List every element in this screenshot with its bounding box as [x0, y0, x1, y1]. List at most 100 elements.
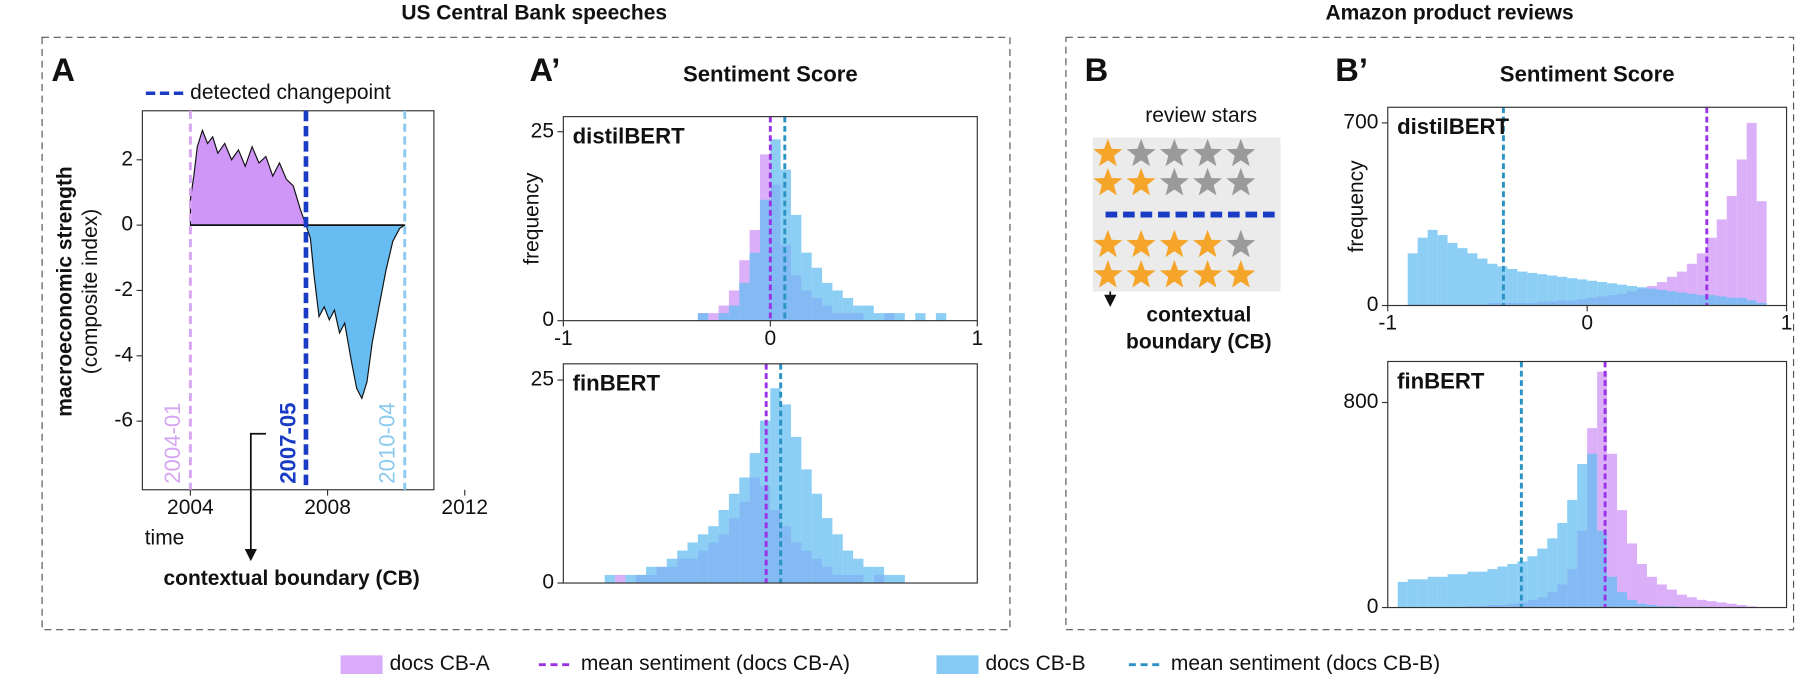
histogram-bar	[1726, 603, 1737, 608]
histogram-bar	[832, 290, 843, 321]
star-empty	[1193, 138, 1223, 167]
histogram-bar	[1646, 288, 1657, 306]
panel-label: B’	[1335, 51, 1368, 88]
histogram-bar	[1756, 201, 1767, 306]
histogram-bar	[1507, 563, 1518, 608]
star-empty	[1159, 167, 1189, 196]
histogram-bar	[1547, 275, 1558, 306]
histogram-bar	[822, 282, 833, 321]
histogram-bar	[1696, 253, 1707, 306]
star-filled	[1159, 260, 1189, 288]
histogram-bar	[1587, 280, 1598, 306]
histogram-bar	[666, 558, 678, 584]
histogram-bar	[1726, 195, 1737, 306]
histogram-bar	[677, 550, 688, 584]
y-tick-label: 25	[531, 119, 554, 142]
histogram-bar	[1706, 237, 1717, 306]
histogram-bar	[1547, 538, 1558, 608]
histogram-bar	[759, 199, 771, 321]
star-filled	[1193, 229, 1223, 258]
histogram-bar	[884, 574, 895, 584]
histogram-bar	[853, 305, 864, 321]
star-filled	[1093, 167, 1123, 196]
star-empty	[1193, 167, 1223, 196]
histogram-bar	[811, 493, 823, 584]
histogram-bar	[801, 469, 812, 584]
y-axis-label-line: macroeconomic strength	[53, 166, 76, 417]
histogram-bar	[1427, 229, 1438, 306]
histogram-bar	[1646, 604, 1657, 608]
histogram-bar	[708, 313, 719, 321]
histogram-bar	[1417, 579, 1428, 608]
histogram-bar	[1627, 543, 1638, 608]
histogram-bar	[915, 313, 926, 321]
histogram-bar	[1567, 278, 1578, 306]
histogram-bar	[1617, 510, 1628, 608]
histogram-bar	[697, 313, 709, 321]
x-tick-label: 1	[971, 327, 983, 350]
histogram-bar	[1696, 599, 1707, 608]
histogram-bar	[1656, 584, 1667, 608]
histogram-bar	[873, 313, 885, 321]
star-filled	[1226, 260, 1256, 288]
histogram-bar	[615, 574, 626, 584]
histogram-bar	[1656, 606, 1667, 608]
histogram-bar	[1736, 297, 1747, 306]
histogram-bar	[1736, 604, 1747, 608]
histogram-bar	[739, 282, 750, 321]
histogram-bar	[708, 526, 719, 584]
histogram-bar	[1407, 579, 1418, 608]
histogram-bar	[791, 214, 802, 321]
histogram-bar	[728, 493, 740, 584]
histogram-bar	[1637, 563, 1647, 608]
histogram-bar	[1517, 561, 1528, 608]
histogram-bar	[1607, 283, 1618, 306]
histogram-bar	[1706, 295, 1717, 306]
histogram-bar	[749, 453, 760, 584]
panel-label: A	[51, 51, 75, 88]
histogram-bar	[1407, 253, 1418, 306]
histogram-bar	[1497, 566, 1508, 608]
x-tick-label: 0	[764, 327, 776, 350]
histogram-bar	[822, 518, 833, 584]
histogram-bar	[1597, 371, 1608, 608]
model-label: distilBERT	[573, 123, 685, 148]
y-tick-label: 0	[542, 571, 554, 594]
y-tick-label: 0	[542, 308, 554, 331]
y-tick-label: -4	[114, 343, 133, 366]
histogram-bar	[687, 542, 698, 584]
histogram-bar	[1646, 576, 1657, 608]
histogram-bar	[1457, 574, 1468, 608]
group-title: Amazon product reviews	[1325, 2, 1573, 25]
histogram-bar	[1557, 522, 1568, 608]
plot-frame	[141, 110, 435, 491]
histogram-bar	[1746, 122, 1757, 306]
x-tick-label: 2012	[441, 496, 488, 519]
histogram-bar	[646, 566, 657, 584]
star-empty	[1226, 229, 1256, 258]
histogram-bar	[894, 313, 905, 321]
histogram-bar	[1716, 296, 1727, 306]
histogram-bar	[739, 477, 750, 584]
x-tick-label: 0	[1581, 312, 1593, 335]
histogram-bar	[1736, 159, 1747, 306]
histogram-bar	[1477, 571, 1488, 608]
histogram-bar	[1746, 606, 1757, 608]
chart-title: Sentiment Score	[683, 62, 858, 87]
model-label: distilBERT	[1397, 114, 1509, 139]
histogram-bar	[1487, 569, 1498, 608]
group-box	[41, 36, 1011, 631]
star-filled	[1193, 260, 1223, 288]
y-tick-label: 0	[1367, 293, 1379, 316]
y-tick-label: -2	[114, 278, 133, 301]
star-filled	[1093, 138, 1123, 167]
histogram-bar	[863, 566, 874, 584]
star-filled	[1093, 260, 1123, 288]
histogram-bar	[1457, 248, 1468, 306]
boundary-label: contextual	[1146, 304, 1251, 327]
legend-swatch	[936, 655, 979, 674]
histogram-bar	[842, 550, 854, 584]
histogram-bar	[1607, 453, 1618, 608]
histogram-bar	[1417, 237, 1428, 306]
